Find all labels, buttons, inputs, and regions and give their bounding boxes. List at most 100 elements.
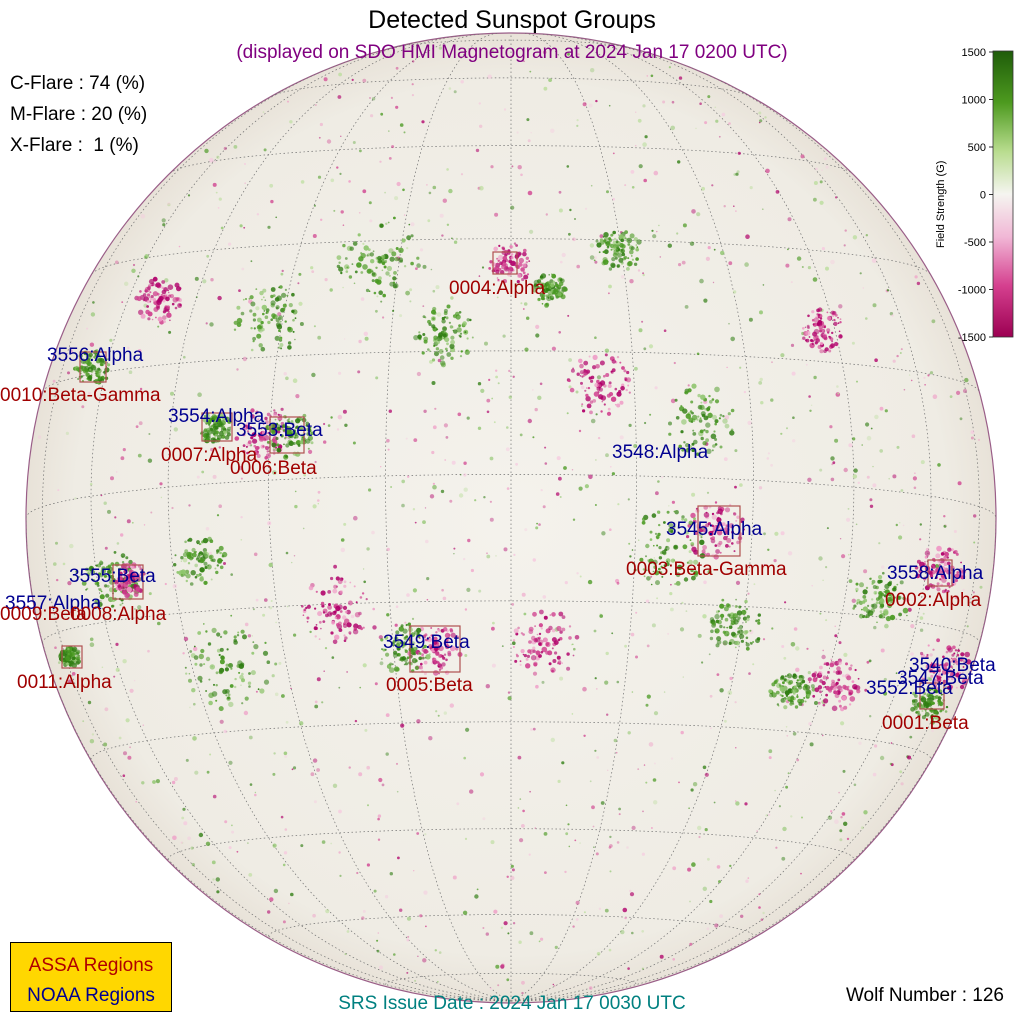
active-region-pixel <box>702 441 707 446</box>
active-region-pixel <box>808 681 811 683</box>
active-region-pixel <box>444 316 446 319</box>
active-region-pixel <box>734 646 737 649</box>
network-speck <box>734 485 737 489</box>
active-region-pixel <box>930 720 935 725</box>
network-speck <box>598 907 602 910</box>
network-speck <box>511 603 515 606</box>
active-region-pixel <box>180 556 184 560</box>
active-region-pixel <box>356 262 362 268</box>
active-region-pixel <box>200 576 204 580</box>
network-speck <box>616 355 620 359</box>
network-speck <box>86 327 89 330</box>
active-region-pixel <box>286 426 292 432</box>
active-region-pixel <box>199 663 203 667</box>
active-region-pixel <box>257 418 260 421</box>
active-region-pixel <box>185 569 190 575</box>
active-region-pixel <box>89 368 92 371</box>
active-region-pixel <box>653 544 655 547</box>
network-speck <box>89 482 93 486</box>
active-region-pixel <box>954 649 958 652</box>
network-speck <box>393 953 396 956</box>
network-speck <box>423 409 427 413</box>
network-speck <box>400 723 405 728</box>
colorbar-tick-label: -500 <box>964 237 986 249</box>
network-speck <box>407 475 410 478</box>
active-region-pixel <box>523 274 529 280</box>
active-region-pixel <box>622 251 625 254</box>
network-speck <box>691 492 696 497</box>
network-speck <box>281 269 284 273</box>
network-speck <box>641 320 644 323</box>
network-speck <box>937 463 941 467</box>
active-region-pixel <box>635 257 639 261</box>
active-region-pixel <box>199 554 202 557</box>
active-region-pixel <box>456 327 462 333</box>
network-speck <box>895 672 898 675</box>
network-speck <box>137 453 142 458</box>
network-speck <box>212 182 217 187</box>
network-speck <box>362 189 367 194</box>
network-speck <box>295 394 300 399</box>
network-speck <box>589 255 595 260</box>
active-region-pixel <box>931 564 934 567</box>
active-region-pixel <box>199 567 205 573</box>
active-region-pixel <box>450 339 455 345</box>
network-speck <box>760 401 764 405</box>
active-region-pixel <box>381 254 386 259</box>
active-region-pixel <box>955 672 960 678</box>
network-speck <box>416 719 421 724</box>
network-speck <box>430 268 433 271</box>
network-speck <box>415 267 418 270</box>
active-region-pixel <box>668 432 672 436</box>
network-speck <box>762 284 765 286</box>
network-speck <box>371 530 375 535</box>
active-region-pixel <box>619 361 622 364</box>
active-region-pixel <box>219 551 222 555</box>
active-region-pixel <box>430 634 433 637</box>
network-speck <box>808 722 812 726</box>
active-region-pixel <box>197 631 202 635</box>
network-speck <box>336 428 340 431</box>
active-region-pixel <box>600 410 603 413</box>
network-speck <box>954 595 959 600</box>
active-region-pixel <box>263 310 266 312</box>
active-region-pixel <box>551 637 557 643</box>
active-region-pixel <box>117 584 121 588</box>
network-speck <box>140 214 146 219</box>
network-speck <box>188 504 191 507</box>
network-speck <box>486 398 491 403</box>
network-speck <box>847 508 850 510</box>
active-region-pixel <box>394 256 399 262</box>
active-region-pixel <box>579 375 582 377</box>
network-speck <box>558 208 563 213</box>
network-speck <box>630 632 635 637</box>
network-speck <box>594 677 597 680</box>
active-region-pixel <box>920 651 924 656</box>
network-speck <box>422 958 427 963</box>
active-region-pixel <box>722 418 728 424</box>
active-region-pixel <box>826 676 829 680</box>
active-region-pixel <box>439 666 444 670</box>
active-region-pixel <box>267 431 270 435</box>
network-speck <box>388 409 392 413</box>
network-speck <box>787 217 792 222</box>
active-region-pixel <box>328 603 331 606</box>
active-region-pixel <box>802 327 805 330</box>
network-speck <box>254 791 257 794</box>
active-region-pixel <box>939 578 941 581</box>
noaa-region-label: 3557:Alpha <box>5 593 102 614</box>
active-region-pixel <box>90 379 92 382</box>
network-speck <box>237 461 240 463</box>
active-region-pixel <box>322 611 326 614</box>
active-region-pixel <box>445 316 449 320</box>
active-region-pixel <box>936 638 940 643</box>
active-region-pixel <box>960 561 962 564</box>
network-speck <box>228 242 232 246</box>
assa-region-label: 0001:Beta <box>882 713 969 734</box>
active-region-pixel <box>549 279 554 284</box>
network-speck <box>248 873 253 877</box>
network-speck <box>768 756 772 760</box>
active-region-pixel <box>744 599 748 604</box>
active-region-pixel <box>403 265 407 268</box>
active-region-pixel <box>935 576 938 579</box>
